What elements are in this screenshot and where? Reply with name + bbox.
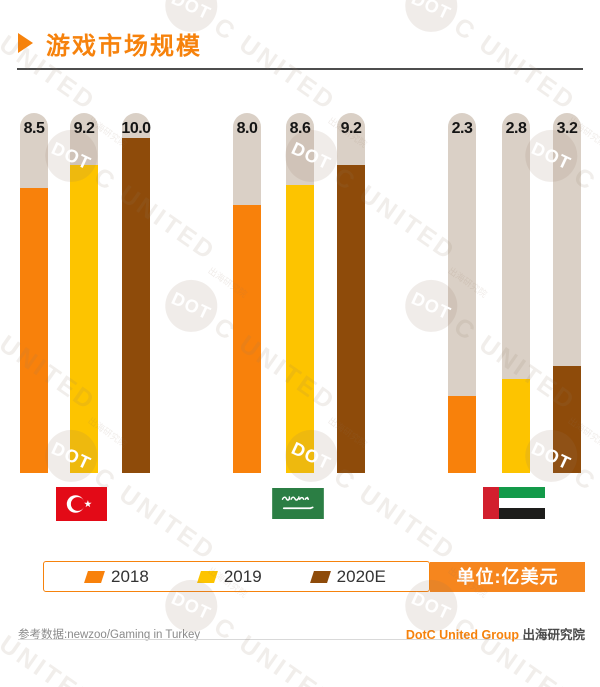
bar-value-label: 8.0	[236, 120, 258, 137]
source-note: 参考数据:newzoo/Gaming in Turkey	[18, 629, 201, 641]
title-marker-icon	[18, 33, 33, 53]
bar-fill-2018-saudi-arabia	[233, 205, 261, 473]
legend-swatch-icon	[196, 570, 218, 583]
footer-credit: DotC United Group 出海研究院	[406, 624, 585, 643]
legend-label: 2018	[111, 566, 149, 586]
bar-value-label: 3.2	[556, 120, 578, 137]
turkey-flag-icon	[55, 487, 108, 521]
bar-value-label: 9.2	[340, 120, 362, 137]
bar-value-label: 10.0	[121, 120, 151, 137]
legend: 2018 2019 2020E	[43, 561, 430, 592]
legend-label: 2020E	[336, 566, 386, 586]
bar-track-2019-turkey: 9.2	[70, 113, 98, 473]
unit-label: 单位:亿美元	[430, 562, 585, 592]
legend-item-2018: 2018	[84, 566, 149, 587]
footer-divider	[18, 639, 585, 640]
bar-fill-2020E-turkey	[122, 138, 150, 473]
legend-label: 2019	[223, 566, 262, 586]
uae-flag-icon	[483, 487, 545, 519]
bar-fill-2019-saudi-arabia	[286, 184, 314, 473]
credit-institute: 出海研究院	[522, 628, 585, 642]
bar-fill-2020E-saudi-arabia	[337, 164, 365, 473]
legend-swatch-icon	[84, 570, 105, 583]
legend-swatch-icon	[309, 570, 331, 583]
credit-company: DotC United Group	[405, 628, 519, 642]
legend-item-2019: 2019	[196, 566, 262, 587]
bar-value-label: 2.3	[451, 120, 473, 137]
bar-track-2020E-uae: 3.2	[553, 113, 581, 473]
saudi-arabia-flag-icon	[272, 488, 324, 519]
bar-fill-2019-turkey	[70, 164, 98, 473]
bar-track-2020E-turkey: 10.0	[121, 113, 151, 473]
bar-track-2020E-saudi-arabia: 9.2	[337, 113, 365, 473]
bar-track-2018-turkey: 8.5	[20, 113, 48, 473]
bar-track-2019-uae: 2.8	[502, 113, 530, 473]
page-title: 游戏市场规模	[46, 33, 202, 60]
bar-value-label: 8.5	[23, 120, 45, 137]
legend-item-2020E: 2020E	[309, 566, 386, 587]
bar-value-label: 8.6	[289, 120, 311, 137]
bar-fill-2018-uae	[448, 396, 476, 473]
bar-value-label: 9.2	[73, 120, 95, 137]
bar-track-2018-uae: 2.3	[448, 113, 476, 473]
bar-fill-2018-turkey	[20, 188, 48, 473]
bar-fill-2019-uae	[502, 379, 530, 473]
bar-track-2019-saudi-arabia: 8.6	[286, 113, 314, 473]
bar-track-2018-saudi-arabia: 8.0	[233, 113, 261, 473]
bar-value-label: 2.8	[505, 120, 527, 137]
header-divider	[17, 68, 583, 70]
bar-fill-2020E-uae	[553, 365, 581, 473]
